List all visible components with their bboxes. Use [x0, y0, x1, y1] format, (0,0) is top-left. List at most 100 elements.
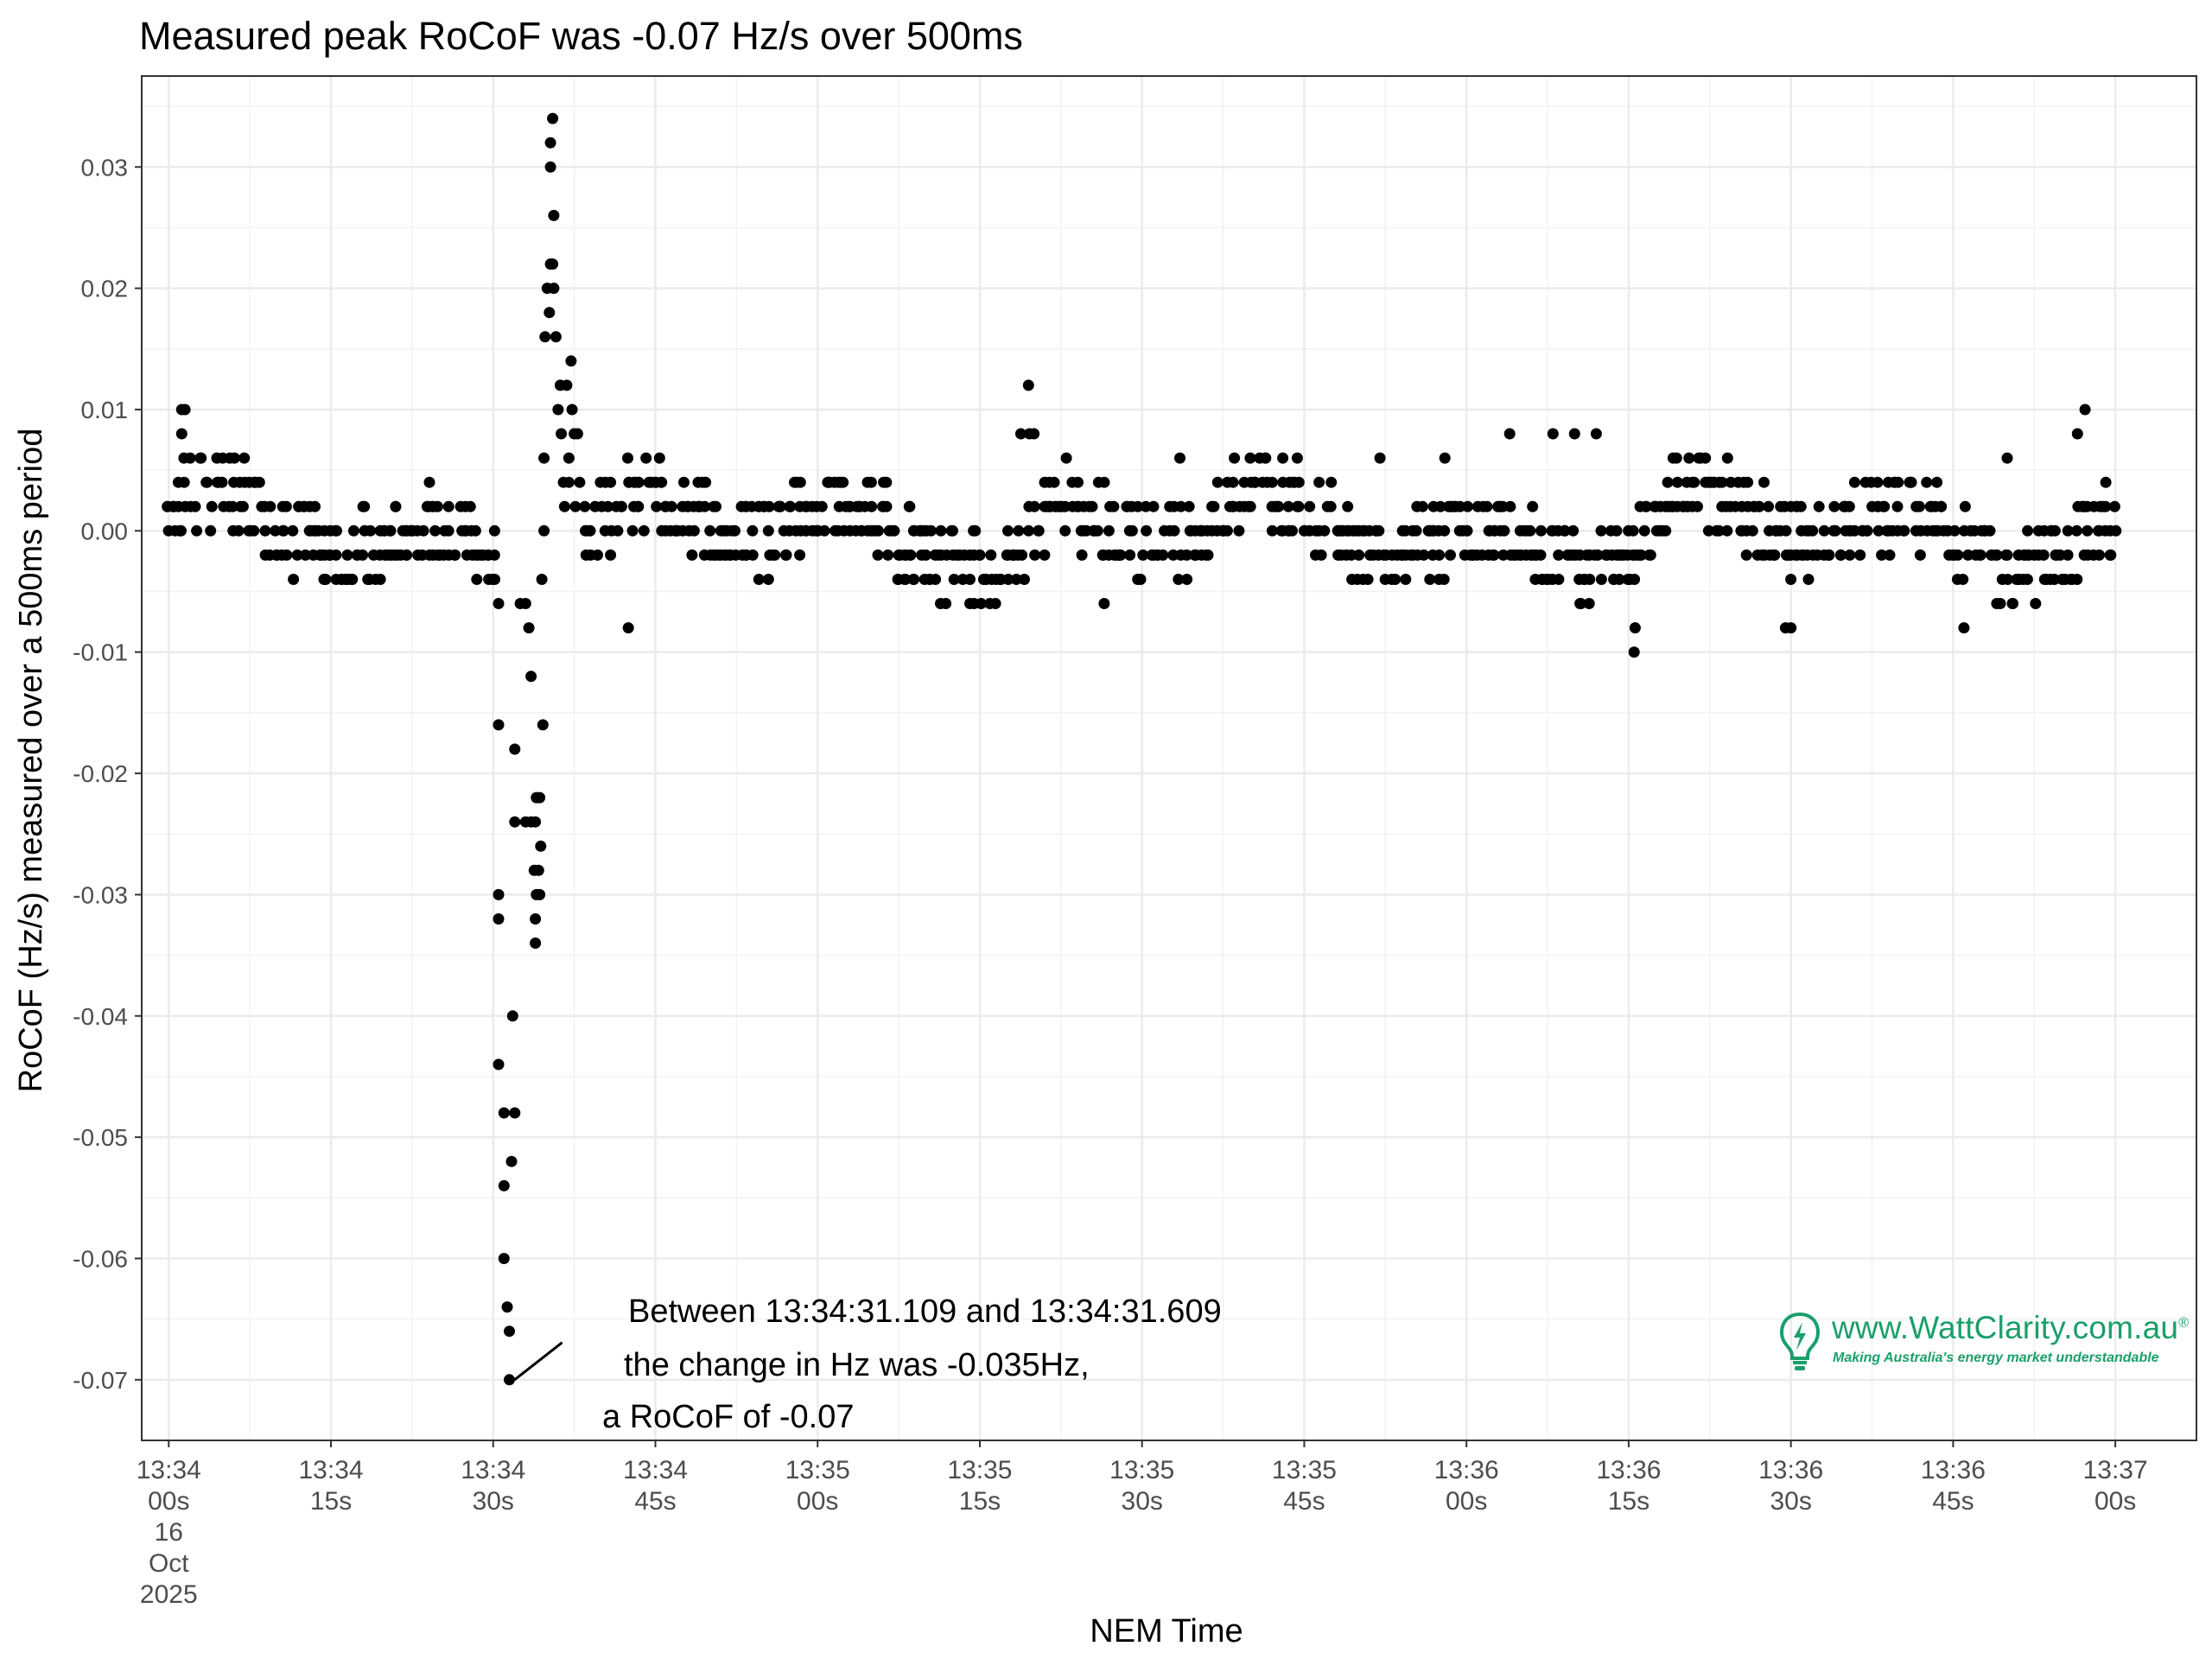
data-point: [700, 476, 712, 488]
data-point: [216, 476, 228, 488]
data-point: [678, 476, 690, 488]
data-point: [175, 428, 188, 440]
data-point: [543, 307, 556, 319]
data-point: [1487, 549, 1499, 561]
data-point: [2049, 574, 2061, 585]
data-point: [1108, 500, 1120, 512]
data-point: [1779, 622, 1791, 634]
data-point: [1957, 574, 1969, 585]
data-point: [1795, 500, 1807, 512]
data-point: [1059, 524, 1071, 537]
data-point: [1002, 574, 1014, 585]
data-point: [565, 355, 577, 367]
data-point: [1200, 549, 1212, 561]
data-point: [237, 500, 249, 512]
data-point: [1418, 549, 1430, 561]
data-point: [1233, 524, 1245, 537]
data-point: [920, 549, 931, 561]
data-point: [509, 743, 521, 755]
data-point: [309, 500, 321, 512]
data-point: [837, 476, 849, 488]
data-point: [2082, 524, 2094, 537]
data-point: [1183, 500, 1195, 512]
x-tick-label: 13:36 00s: [1434, 1456, 1499, 1516]
data-point: [1039, 549, 1051, 561]
data-point: [1844, 549, 1856, 561]
data-point: [287, 524, 299, 537]
data-point: [1914, 549, 1926, 561]
data-point: [288, 574, 300, 585]
data-point: [1135, 574, 1147, 585]
data-point: [653, 452, 665, 464]
data-point: [547, 112, 559, 124]
data-point: [1028, 428, 1040, 440]
data-point: [1060, 452, 1072, 464]
data-point: [493, 913, 505, 925]
data-point: [1180, 549, 1192, 561]
data-point: [1438, 574, 1450, 585]
data-point: [563, 476, 575, 488]
data-point: [865, 476, 877, 488]
data-point: [253, 476, 265, 488]
data-point: [1175, 500, 1187, 512]
data-point: [504, 1325, 515, 1338]
data-point: [2001, 549, 2013, 561]
data-point: [1461, 524, 1473, 537]
y-tick-label: -0.06: [73, 1245, 128, 1272]
data-point: [964, 574, 976, 585]
data-point: [1568, 428, 1580, 440]
data-point: [1013, 524, 1025, 537]
data-point: [638, 524, 650, 537]
data-point: [1991, 549, 2003, 561]
y-tick-label: -0.04: [73, 1003, 128, 1030]
data-point: [1266, 524, 1278, 537]
data-point: [1287, 524, 1298, 537]
data-point: [530, 938, 542, 949]
data-point: [1140, 500, 1152, 512]
data-point: [259, 524, 271, 537]
data-point: [769, 549, 781, 561]
data-point: [899, 574, 911, 585]
data-point: [747, 549, 759, 561]
data-point: [1802, 574, 1815, 585]
data-point: [1503, 428, 1516, 440]
data-point: [488, 524, 500, 537]
data-point: [1229, 452, 1241, 464]
data-point: [1221, 524, 1233, 537]
data-point: [1590, 428, 1602, 440]
data-point: [429, 524, 442, 537]
data-point: [686, 549, 698, 561]
data-point: [1848, 476, 1860, 488]
y-tick-label: -0.07: [73, 1367, 128, 1394]
data-point: [1547, 428, 1559, 440]
data-point: [2030, 598, 2042, 609]
data-point: [1481, 500, 1493, 512]
data-point: [1141, 524, 1153, 537]
data-point: [2022, 524, 2034, 537]
data-point: [925, 524, 937, 537]
data-point: [1575, 598, 1587, 609]
data-point: [1273, 500, 1285, 512]
x-tick-label: 13:34 45s: [623, 1456, 688, 1516]
data-point: [280, 500, 292, 512]
data-point: [1462, 500, 1473, 512]
wattclarity-logo[interactable]: www.WattClarity.com.au® Making Australia…: [1778, 1308, 2189, 1379]
data-point: [753, 574, 765, 585]
data-point: [2002, 574, 2014, 585]
data-point: [969, 524, 982, 537]
data-point: [866, 500, 878, 512]
data-point: [574, 476, 586, 488]
data-point: [784, 500, 796, 512]
data-point: [1854, 549, 1866, 561]
data-point: [538, 524, 550, 537]
data-point: [1702, 524, 1714, 537]
data-point: [277, 524, 289, 537]
data-point: [506, 1010, 518, 1022]
data-point: [365, 524, 377, 537]
data-point: [1952, 549, 1964, 561]
data-point: [1114, 549, 1125, 561]
data-point: [1076, 549, 1088, 561]
data-point: [1948, 524, 1961, 537]
data-point: [189, 500, 201, 512]
